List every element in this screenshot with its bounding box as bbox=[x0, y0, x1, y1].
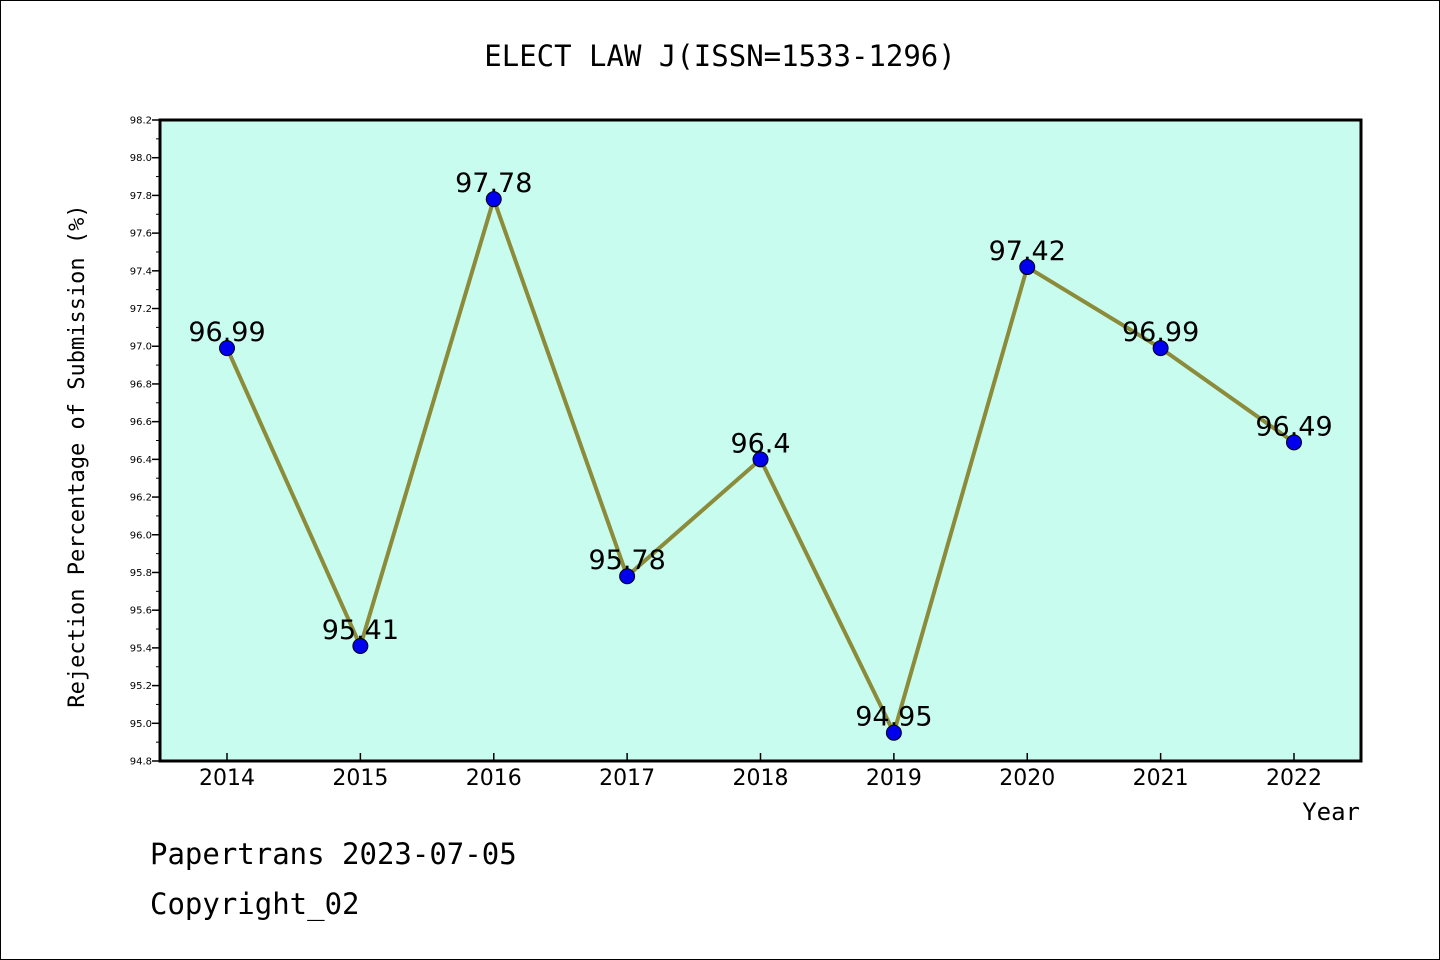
y-tick-label: 95.6 bbox=[130, 606, 152, 617]
y-tick-label: 97.2 bbox=[130, 304, 152, 315]
data-label: 97.78 bbox=[455, 168, 532, 199]
y-tick-label: 95.2 bbox=[130, 681, 152, 692]
data-labels-group: 96.99 95.41 97.78 95.78 96.4 94.95 97.42 96.99 9… bbox=[188, 168, 1332, 733]
data-point bbox=[219, 340, 235, 357]
x-tick-label: 2017 bbox=[599, 766, 655, 791]
y-tick-label: 95.0 bbox=[130, 719, 152, 730]
y-tick-label: 97.4 bbox=[130, 266, 152, 277]
x-axis-label: Year bbox=[1302, 798, 1360, 826]
data-point bbox=[752, 451, 769, 468]
data-point bbox=[485, 191, 502, 208]
x-tick-label: 2020 bbox=[999, 766, 1055, 791]
x-tick-label: 2016 bbox=[466, 766, 522, 791]
y-tick-label: 97.8 bbox=[130, 191, 152, 202]
data-label: 97.42 bbox=[989, 236, 1066, 267]
y-tick-label: 96.2 bbox=[130, 493, 152, 504]
data-point bbox=[619, 568, 636, 585]
x-tick-label: 2019 bbox=[866, 766, 922, 791]
x-tick-label: 2022 bbox=[1266, 766, 1322, 791]
footer-copyright: Copyright_02 bbox=[150, 887, 360, 922]
data-point bbox=[1019, 259, 1036, 276]
data-point bbox=[1152, 340, 1169, 357]
y-tick-label: 95.8 bbox=[130, 568, 152, 579]
data-label: 96.99 bbox=[188, 317, 265, 348]
data-point bbox=[352, 637, 369, 654]
y-tick-label: 94.8 bbox=[130, 757, 152, 768]
x-tick-label: 2014 bbox=[199, 766, 255, 791]
footer-date: Papertrans 2023-07-05 bbox=[150, 837, 517, 871]
y-axis-label: Rejection Percentage of Submission (%) bbox=[65, 204, 90, 707]
data-point bbox=[885, 724, 902, 741]
x-tick-label: 2021 bbox=[1133, 766, 1189, 791]
data-label: 96.4 bbox=[730, 428, 790, 459]
x-tick-label: 2015 bbox=[332, 766, 388, 791]
y-tick-label: 98.2 bbox=[130, 116, 152, 127]
y-tick-label: 97.0 bbox=[130, 342, 152, 353]
data-label: 95.78 bbox=[588, 545, 665, 576]
y-tick-label: 98.0 bbox=[130, 153, 152, 164]
y-tick-label: 96.6 bbox=[130, 417, 152, 428]
y-tick-label: 96.4 bbox=[130, 455, 152, 466]
plot-border bbox=[158, 118, 1363, 763]
data-label: 96.99 bbox=[1122, 317, 1199, 348]
data-label: 96.49 bbox=[1255, 411, 1332, 442]
chart-title: ELECT LAW J(ISSN=1533-1296) bbox=[484, 39, 955, 73]
y-tick-label: 96.8 bbox=[130, 379, 152, 390]
data-label: 95.41 bbox=[322, 615, 399, 646]
data-point bbox=[1286, 434, 1302, 451]
y-tick-label: 97.6 bbox=[130, 229, 152, 240]
data-label: 94.95 bbox=[855, 702, 932, 733]
y-tick-label: 96.0 bbox=[130, 530, 152, 541]
y-tick-label: 95.4 bbox=[130, 643, 152, 654]
plot-area bbox=[160, 120, 1361, 761]
markers-group bbox=[219, 191, 1302, 741]
y-axis: 94.8 95.0 95.2 95.4 95.6 95.8 96.0 96.2 96.4 96.6… bbox=[130, 116, 160, 768]
x-axis: 2014 2015 2016 2017 2018 2019 2020 2021 2022 bbox=[199, 753, 1322, 791]
x-tick-label: 2018 bbox=[733, 766, 789, 791]
